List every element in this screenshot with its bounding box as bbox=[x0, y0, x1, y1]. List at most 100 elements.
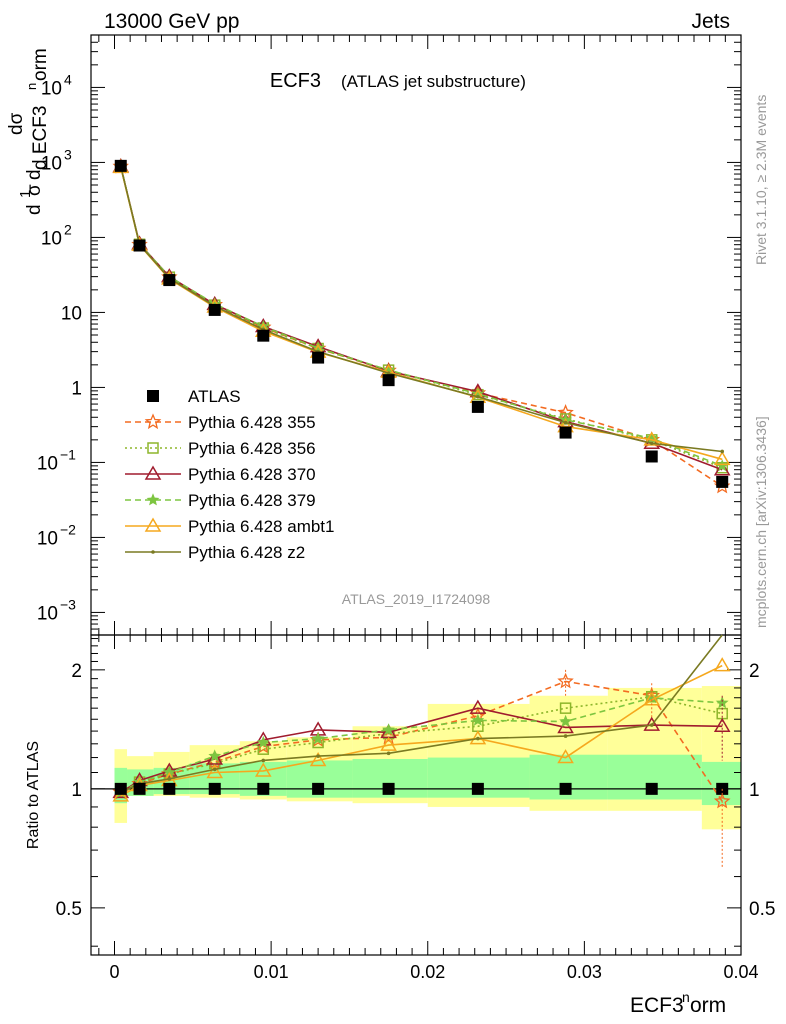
legend-label-pythia-6-428-z2: Pythia 6.428 z2 bbox=[188, 543, 305, 562]
ratio-point-pythia-6-428-355 bbox=[713, 792, 731, 809]
ratio-point-pythia-6-428-379 bbox=[471, 713, 485, 726]
svg-text:3: 3 bbox=[64, 146, 72, 162]
ratio-point-atlas bbox=[163, 782, 176, 795]
point-atlas bbox=[645, 450, 658, 463]
svg-text:1: 1 bbox=[17, 190, 34, 198]
svg-text:n: n bbox=[24, 83, 39, 90]
svg-text:−2: −2 bbox=[60, 521, 76, 537]
legend-label-pythia-6-428-370: Pythia 6.428 370 bbox=[188, 465, 316, 484]
ratio-point-pythia-6-428-z2 bbox=[476, 736, 480, 741]
ratio-point-pythia-6-428-z2 bbox=[563, 734, 568, 738]
ratio-point-pythia-6-428-356 bbox=[559, 702, 572, 714]
x-axis-title: ECF3 n orm bbox=[630, 989, 726, 1017]
analysis-label: ATLAS_2019_I1724098 bbox=[342, 591, 491, 607]
svg-text:−3: −3 bbox=[60, 596, 76, 612]
svg-text:2: 2 bbox=[64, 221, 72, 237]
series-line-pythia-6-428-356 bbox=[120, 166, 723, 469]
point-pythia-6-428-z2 bbox=[563, 420, 568, 425]
y-tick-label: 1 bbox=[71, 378, 82, 399]
ratio-tick-label: 1 bbox=[71, 780, 82, 801]
legend-label-pythia-6-428-ambt1: Pythia 6.428 ambt1 bbox=[188, 517, 334, 536]
svg-text:n: n bbox=[682, 989, 690, 1005]
legend-label-pythia-6-428-355: Pythia 6.428 355 bbox=[188, 413, 316, 432]
ratio-line-pythia-6-428-ambt1 bbox=[120, 664, 723, 797]
svg-text:10: 10 bbox=[37, 603, 58, 624]
legend-marker-pythia-6-428-z2 bbox=[151, 550, 155, 554]
point-pythia-6-428-z2 bbox=[386, 371, 391, 375]
ratio-point-pythia-6-428-370 bbox=[469, 699, 487, 714]
point-pythia-6-428-z2 bbox=[649, 441, 654, 446]
point-atlas bbox=[208, 303, 221, 316]
ratio-tick-label: 2 bbox=[71, 661, 82, 682]
ratio-point-pythia-6-428-z2 bbox=[261, 758, 266, 763]
y-tick-label: 10 2 bbox=[41, 221, 72, 249]
legend-marker-pythia-6-428-355 bbox=[144, 413, 162, 430]
svg-text:d: d bbox=[24, 169, 45, 180]
ratio-point-pythia-6-428-ambt1 bbox=[380, 736, 397, 751]
series-line-pythia-6-428-355 bbox=[120, 166, 723, 487]
ratio-tick-label-right: 1 bbox=[749, 780, 760, 801]
ratio-point-pythia-6-428-ambt1 bbox=[713, 657, 731, 672]
legend-label-atlas: ATLAS bbox=[188, 387, 241, 406]
point-pythia-6-428-z2 bbox=[720, 449, 725, 454]
ratio-tick-label-right: 2 bbox=[749, 661, 760, 682]
point-atlas bbox=[312, 351, 325, 364]
ratio-point-pythia-6-428-370 bbox=[161, 762, 178, 777]
legend: ATLAS Pythia 6.428 355 Pythia 6.428 356 Pyt… bbox=[125, 387, 334, 562]
ratio-point-pythia-6-428-z2 bbox=[212, 767, 217, 772]
process-label: Jets bbox=[691, 10, 730, 33]
svg-text:orm: orm bbox=[690, 994, 726, 1017]
x-tick-label: 0.03 bbox=[567, 962, 602, 982]
y-tick-label: 10 3 bbox=[41, 146, 72, 174]
svg-text:d ECF3: d ECF3 bbox=[30, 106, 51, 170]
ratio-line-pythia-6-428-379 bbox=[120, 696, 723, 794]
rivet-version-label: Rivet 3.1.10, ≥ 2.3M events bbox=[753, 95, 769, 265]
svg-text:10: 10 bbox=[41, 78, 62, 99]
legend-marker-atlas bbox=[147, 390, 159, 402]
legend-marker-pythia-6-428-ambt1 bbox=[144, 517, 162, 532]
point-pythia-6-428-ambt1 bbox=[713, 450, 731, 466]
ratio-point-pythia-6-428-z2 bbox=[386, 751, 391, 756]
x-tick-label: 0.04 bbox=[723, 962, 758, 982]
plot-title: ECF3 bbox=[270, 70, 321, 92]
main-y-axis-title: d 1 σ d dσ d ECF3 n orm bbox=[6, 48, 51, 215]
svg-text:10: 10 bbox=[41, 228, 62, 249]
ratio-point-pythia-6-428-ambt1 bbox=[469, 730, 487, 745]
ratio-point-pythia-6-428-379 bbox=[311, 731, 325, 745]
y-tick-label: 10 bbox=[61, 303, 82, 324]
ratio-point-atlas bbox=[471, 782, 484, 795]
ratio-point-pythia-6-428-379 bbox=[256, 735, 270, 748]
point-atlas bbox=[257, 329, 270, 342]
ratio-point-pythia-6-428-379 bbox=[382, 723, 395, 736]
point-pythia-6-428-370 bbox=[713, 461, 731, 476]
y-tick-label: 10 4 bbox=[41, 71, 72, 99]
svg-text:d: d bbox=[24, 204, 45, 215]
ratio-point-atlas bbox=[312, 782, 325, 795]
mcplots-label: mcplots.cern.ch [arXiv:1306.3436] bbox=[753, 416, 769, 628]
ratio-point-pythia-6-428-z2 bbox=[649, 723, 654, 727]
svg-text:ECF3: ECF3 bbox=[630, 994, 684, 1017]
ratio-frame bbox=[90, 634, 742, 956]
ratio-point-pythia-6-428-355 bbox=[557, 672, 574, 689]
ratio-tick-label-right: 0.5 bbox=[749, 899, 775, 920]
point-atlas bbox=[559, 426, 572, 439]
ratio-point-pythia-6-428-379 bbox=[559, 714, 572, 727]
ratio-point-pythia-6-428-ambt1 bbox=[254, 762, 272, 777]
y-tick-label: 10 −3 bbox=[37, 596, 76, 624]
ratio-point-pythia-6-428-370 bbox=[713, 717, 731, 733]
svg-text:4: 4 bbox=[64, 71, 72, 87]
x-tick-label: 0.01 bbox=[254, 962, 289, 982]
legend-marker-pythia-6-428-370 bbox=[144, 465, 162, 480]
svg-text:10: 10 bbox=[41, 153, 62, 174]
point-atlas bbox=[382, 374, 395, 387]
x-tick-label: 0 bbox=[109, 962, 119, 982]
energy-label: 13000 GeV pp bbox=[104, 10, 239, 33]
ratio-point-atlas bbox=[114, 782, 127, 795]
x-tick-label: 0.02 bbox=[410, 962, 445, 982]
ratio-point-pythia-6-428-379 bbox=[208, 749, 222, 762]
svg-text:−1: −1 bbox=[60, 446, 76, 462]
svg-text:dσ: dσ bbox=[6, 112, 27, 135]
legend-marker-pythia-6-428-356 bbox=[147, 442, 159, 454]
